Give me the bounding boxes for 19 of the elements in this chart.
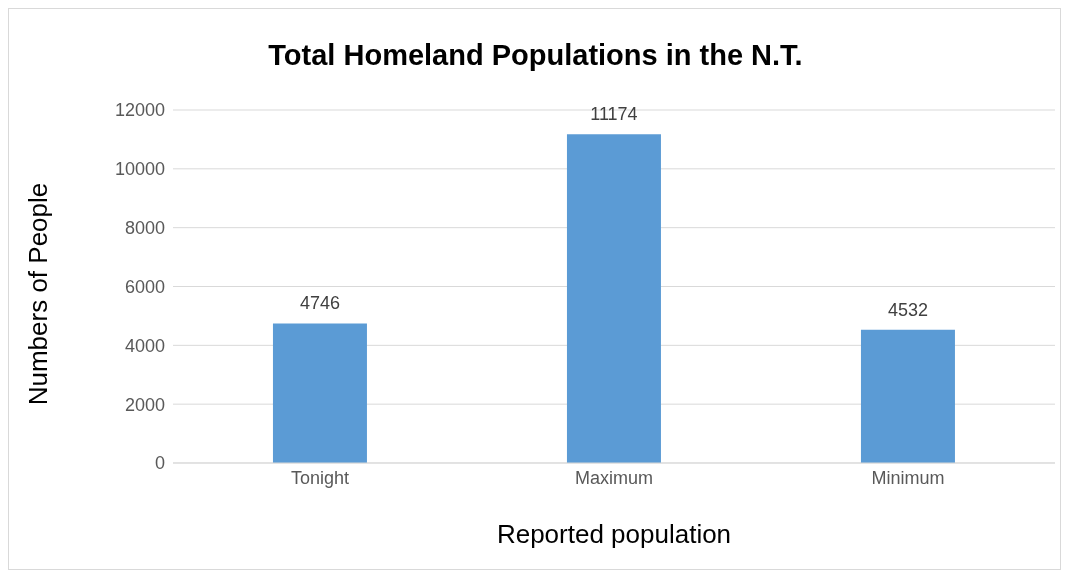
data-label: 4532 [887,299,928,320]
x-axis-title: Reported population [495,519,733,550]
y-tick-label: 4000 [124,335,165,356]
data-label: 11174 [590,104,638,125]
bar [566,134,661,463]
bar [272,323,367,463]
y-tick-label: 12000 [114,100,165,121]
y-tick-label: 8000 [124,218,165,239]
bar [860,329,955,463]
y-tick-label: 0 [154,453,165,474]
y-tick-label: 2000 [124,394,165,415]
x-tick-label: Tonight [290,467,350,488]
y-tick-label: 6000 [124,276,165,297]
data-label: 4746 [299,293,340,314]
y-axis-title: Numbers of People [22,182,54,406]
x-tick-label: Maximum [574,467,654,488]
chart-title: Total Homeland Populations in the N.T. [267,39,804,72]
x-tick-label: Minimum [871,467,945,488]
y-tick-label: 10000 [114,159,165,180]
